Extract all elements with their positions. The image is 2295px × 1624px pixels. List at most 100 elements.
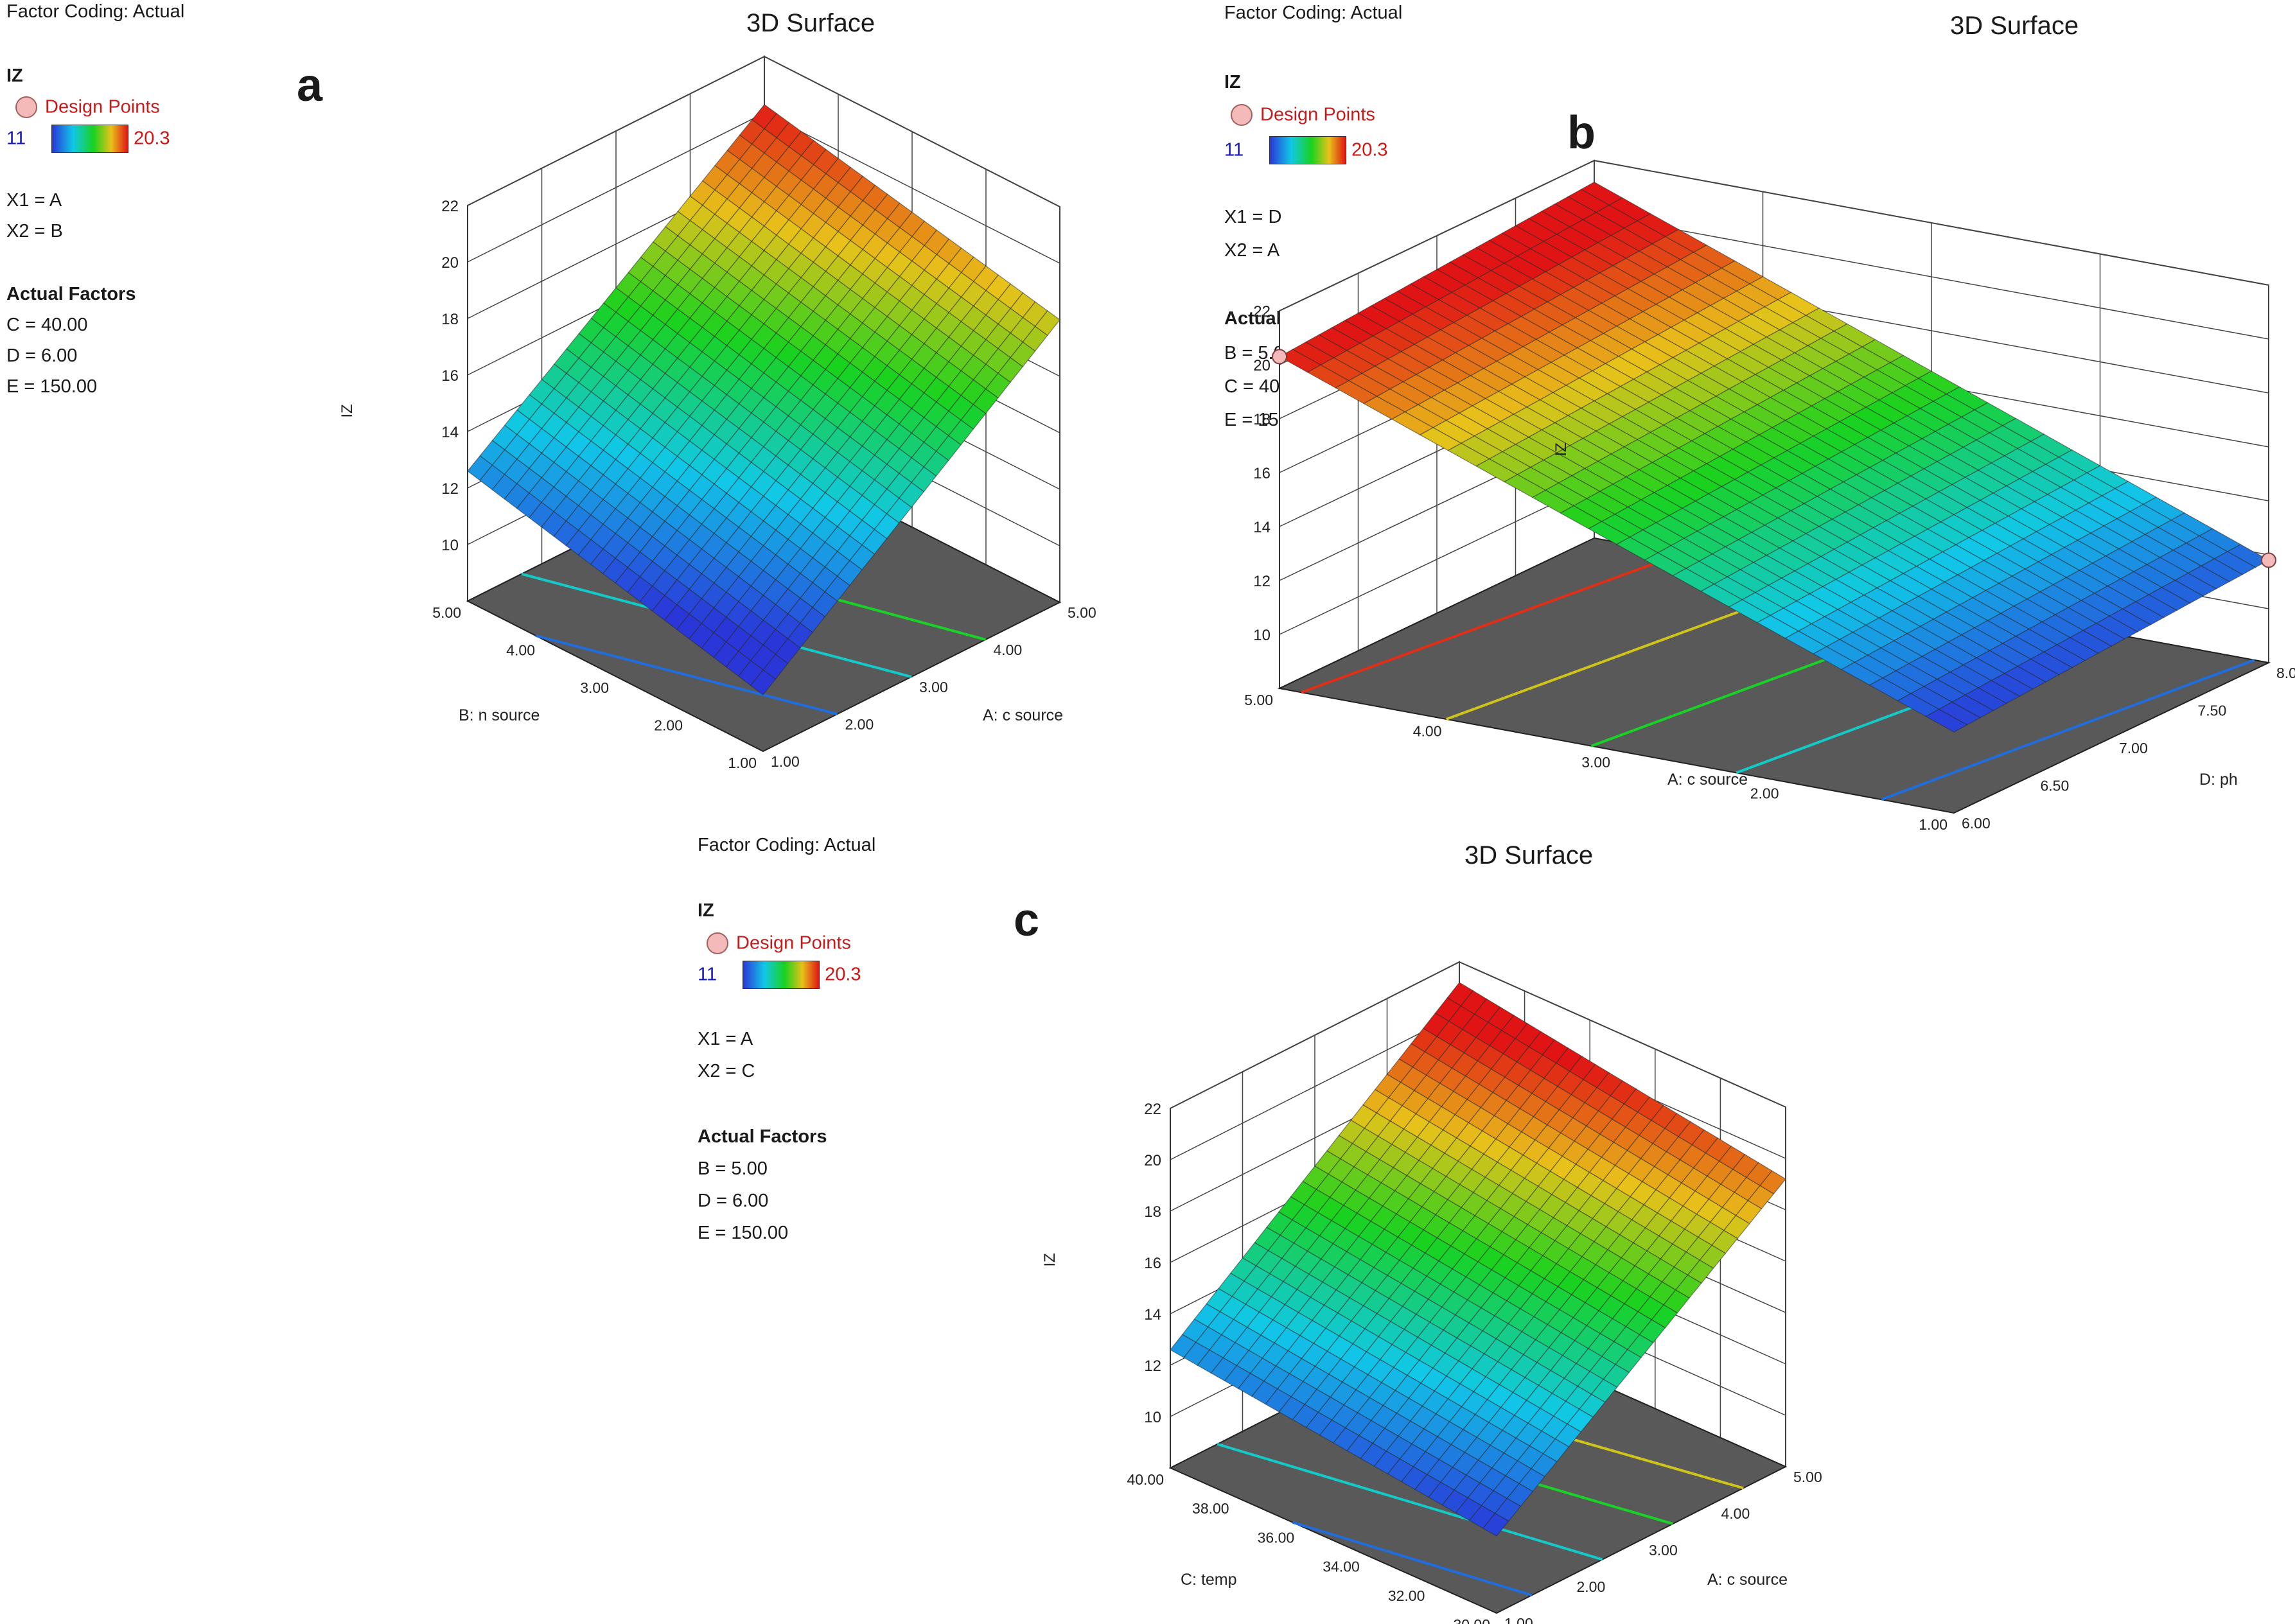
design-point-icon bbox=[1231, 104, 1253, 126]
y-tick-label: 36.00 bbox=[1258, 1529, 1295, 1546]
design-point-icon bbox=[15, 96, 37, 118]
x-tick-label: 2.00 bbox=[845, 716, 874, 733]
z-tick-label: 22 bbox=[441, 198, 459, 215]
z-tick-label: 20 bbox=[1253, 357, 1271, 374]
z-tick-label: 18 bbox=[441, 311, 459, 328]
color-ramp-legend: 11 20.3 bbox=[1224, 136, 1388, 164]
x-tick-label: 4.00 bbox=[1721, 1505, 1750, 1522]
z-tick-label: 10 bbox=[1253, 627, 1271, 644]
y-tick-label: 1.00 bbox=[1919, 816, 1948, 833]
y-tick-label: 5.00 bbox=[1244, 692, 1273, 708]
z-tick-label: 16 bbox=[1144, 1255, 1161, 1272]
z-tick-label: 12 bbox=[441, 480, 459, 498]
z-tick-label: 18 bbox=[1144, 1203, 1161, 1221]
y-tick-label: 34.00 bbox=[1323, 1559, 1360, 1575]
actual-factor: D = 6.00 bbox=[6, 345, 78, 366]
z-tick-label: 20 bbox=[1144, 1152, 1161, 1169]
contour-line bbox=[1292, 1521, 1533, 1597]
z-tick-label: 16 bbox=[1253, 465, 1271, 482]
ramp-min-label: 11 bbox=[1224, 139, 1244, 161]
surface-cell bbox=[1925, 708, 1968, 733]
x-tick-label: 5.00 bbox=[1068, 604, 1096, 621]
z-tick-label: 10 bbox=[1144, 1409, 1161, 1426]
x-tick-label: 4.00 bbox=[994, 642, 1023, 658]
actual-factors-heading: Actual Factors bbox=[6, 284, 136, 304]
contour-line bbox=[535, 634, 838, 715]
z-tick-label: 22 bbox=[1253, 303, 1271, 320]
z-tick-label: 16 bbox=[441, 367, 459, 385]
ramp-max-label: 20.3 bbox=[134, 128, 170, 149]
x2-label: X2 = C bbox=[698, 1061, 755, 1081]
y-tick-label: 32.00 bbox=[1388, 1587, 1425, 1604]
contour-line bbox=[1881, 658, 2255, 801]
z-tick-label: 14 bbox=[441, 424, 459, 441]
z-tick-label: 20 bbox=[441, 254, 459, 272]
x2-label: X2 = B bbox=[6, 221, 63, 241]
design-points-label: Design Points bbox=[736, 932, 851, 954]
factor-coding-label: Factor Coding: Actual bbox=[1224, 3, 1403, 23]
z-axis-label: IZ bbox=[1041, 1253, 1059, 1266]
x-tick-label: 7.50 bbox=[2198, 703, 2227, 719]
x-tick-label: 3.00 bbox=[919, 679, 948, 695]
y-tick-label: 30.00 bbox=[1453, 1616, 1490, 1624]
ramp-min-label: 11 bbox=[6, 128, 26, 149]
factor-coding-label: Factor Coding: Actual bbox=[698, 835, 876, 855]
floor-plane bbox=[1277, 537, 2271, 814]
design-point bbox=[2261, 552, 2276, 568]
x-tick-label: 6.50 bbox=[2041, 778, 2070, 794]
z-tick-label: 12 bbox=[1144, 1358, 1161, 1375]
z-axis-label: IZ bbox=[339, 404, 356, 417]
chart-title: 3D Surface bbox=[1464, 841, 1594, 869]
ramp-max-label: 20.3 bbox=[825, 964, 861, 985]
x-tick-label: 6.00 bbox=[1962, 815, 1991, 832]
x-tick-label: 8.00 bbox=[2276, 665, 2295, 681]
color-ramp-legend: 11 20.3 bbox=[6, 125, 170, 153]
panel-tag: c bbox=[1014, 895, 1040, 946]
actual-factor: E = 150.00 bbox=[6, 376, 98, 397]
response-label: IZ bbox=[698, 900, 714, 921]
surface-cell bbox=[750, 669, 777, 695]
response-label: IZ bbox=[6, 65, 23, 86]
color-ramp-legend: 11 20.3 bbox=[698, 961, 861, 989]
z-tick-label: 22 bbox=[1144, 1101, 1161, 1118]
y-tick-label: 3.00 bbox=[1581, 754, 1610, 771]
actual-factor: D = 6.00 bbox=[698, 1191, 769, 1211]
z-axis-label: IZ bbox=[1552, 442, 1570, 456]
z-tick-label: 10 bbox=[441, 537, 459, 554]
z-tick-label: 18 bbox=[1253, 411, 1271, 428]
y-axis-label: A: c source bbox=[1667, 771, 1748, 789]
y-axis-label: B: n source bbox=[459, 706, 540, 724]
y-tick-label: 2.00 bbox=[1750, 785, 1779, 802]
ramp-max-label: 20.3 bbox=[1351, 139, 1388, 161]
x-axis-label: A: c source bbox=[1707, 1571, 1788, 1589]
chart-title: 3D Surface bbox=[1950, 12, 2079, 40]
y-tick-label: 3.00 bbox=[580, 679, 609, 696]
y-tick-label: 5.00 bbox=[432, 604, 461, 621]
design-points-legend: Design Points bbox=[707, 932, 851, 954]
z-tick-label: 12 bbox=[1253, 573, 1271, 590]
panel-tag: b bbox=[1567, 107, 1596, 159]
y-tick-label: 2.00 bbox=[654, 717, 683, 734]
panel-tag: a bbox=[297, 60, 323, 111]
design-points-legend: Design Points bbox=[15, 96, 160, 118]
y-tick-label: 40.00 bbox=[1127, 1471, 1164, 1488]
x-axis-label: D: ph bbox=[2199, 771, 2238, 789]
design-points-label: Design Points bbox=[1260, 104, 1375, 125]
z-tick-label: 14 bbox=[1253, 519, 1271, 536]
x1-label: X1 = A bbox=[6, 190, 62, 211]
design-point-icon bbox=[707, 932, 728, 954]
x1-label: X1 = A bbox=[698, 1029, 753, 1049]
color-ramp bbox=[51, 125, 129, 153]
design-point bbox=[1272, 349, 1287, 365]
design-points-label: Design Points bbox=[45, 96, 160, 118]
y-tick-label: 4.00 bbox=[506, 642, 535, 659]
contour-line bbox=[1217, 1442, 1603, 1561]
x2-label: X2 = A bbox=[1224, 240, 1280, 261]
z-tick-label: 14 bbox=[1144, 1306, 1161, 1323]
factor-coding-label: Factor Coding: Actual bbox=[6, 1, 185, 22]
x-axis-label: A: c source bbox=[983, 706, 1063, 724]
y-tick-label: 4.00 bbox=[1413, 723, 1442, 740]
actual-factors-heading: Actual Factors bbox=[698, 1126, 827, 1147]
y-axis-label: C: temp bbox=[1181, 1571, 1237, 1589]
